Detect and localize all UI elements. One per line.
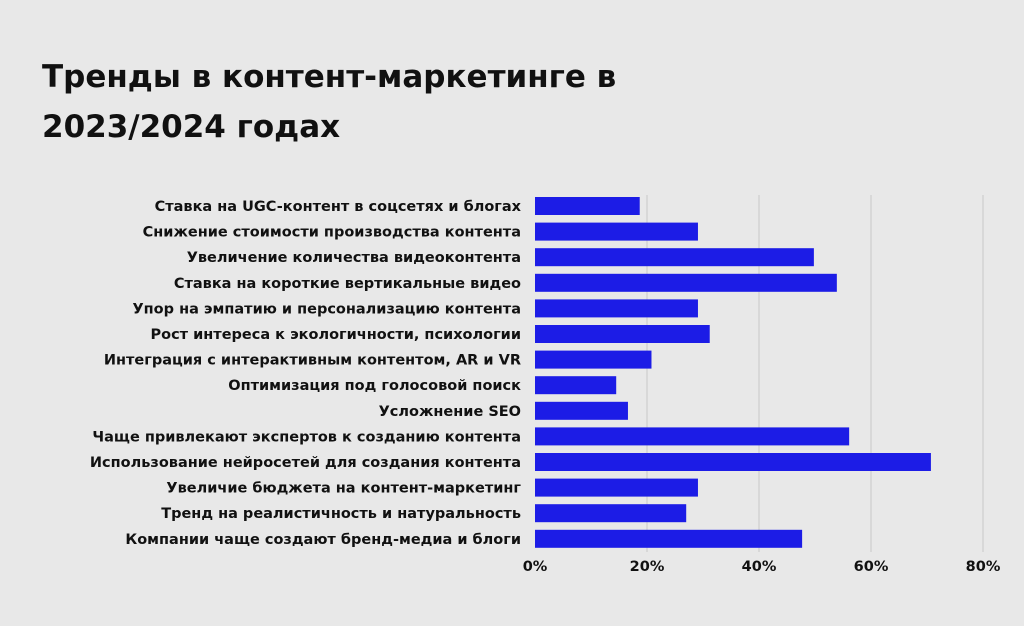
bar bbox=[535, 376, 617, 395]
x-tick-label: 80% bbox=[966, 559, 1001, 575]
bar bbox=[535, 273, 837, 292]
bars bbox=[535, 197, 931, 548]
bar bbox=[535, 401, 628, 420]
category-label: Упор на эмпатию и персонализацию контент… bbox=[132, 301, 521, 317]
bar bbox=[535, 299, 698, 318]
x-tick-label: 40% bbox=[742, 559, 777, 575]
bar bbox=[535, 453, 931, 471]
category-label: Интеграция с интерактивным контентом, AR… bbox=[104, 353, 521, 369]
category-label: Усложнение SEO bbox=[379, 404, 521, 420]
x-tick-label: 60% bbox=[854, 559, 889, 575]
bar bbox=[535, 427, 850, 446]
category-label: Рост интереса к экологичности, психологи… bbox=[150, 327, 521, 343]
bar bbox=[535, 248, 814, 267]
category-label: Увеличие бюджета на контент-маркетинг bbox=[166, 481, 521, 497]
bar bbox=[535, 325, 710, 343]
bar bbox=[535, 197, 640, 215]
chart-title: Тренды в контент-маркетинге в 2023/2024 … bbox=[42, 59, 617, 145]
category-label: Оптимизация под голосовой поиск bbox=[228, 378, 521, 394]
bar bbox=[535, 504, 687, 523]
category-label: Чаще привлекают экспертов к созданию кон… bbox=[92, 429, 521, 445]
category-label: Использование нейросетей для создания ко… bbox=[90, 455, 521, 471]
category-label: Ставка на UGC-контент в соцсетях и блога… bbox=[155, 199, 522, 215]
x-tick-label: 0% bbox=[523, 559, 548, 575]
bar bbox=[535, 529, 803, 548]
bar bbox=[535, 350, 652, 369]
bar bbox=[535, 478, 698, 497]
bar bbox=[535, 222, 698, 241]
tick-labels: 0% 20% 40% 60% 80% bbox=[523, 559, 1001, 575]
category-label: Ставка на короткие вертикальные видео bbox=[174, 276, 521, 292]
category-label: Компании чаще создают бренд-медиа и блог… bbox=[125, 532, 521, 548]
category-label: Увеличение количества видеоконтента bbox=[187, 250, 521, 266]
x-tick-label: 20% bbox=[630, 559, 665, 575]
category-label: Снижение стоимости производства контента bbox=[143, 225, 521, 241]
category-label: Тренд на реалистичность и натуральность bbox=[161, 506, 521, 522]
category-labels: Ставка на UGC-контент в соцсетях и блога… bbox=[90, 199, 522, 548]
